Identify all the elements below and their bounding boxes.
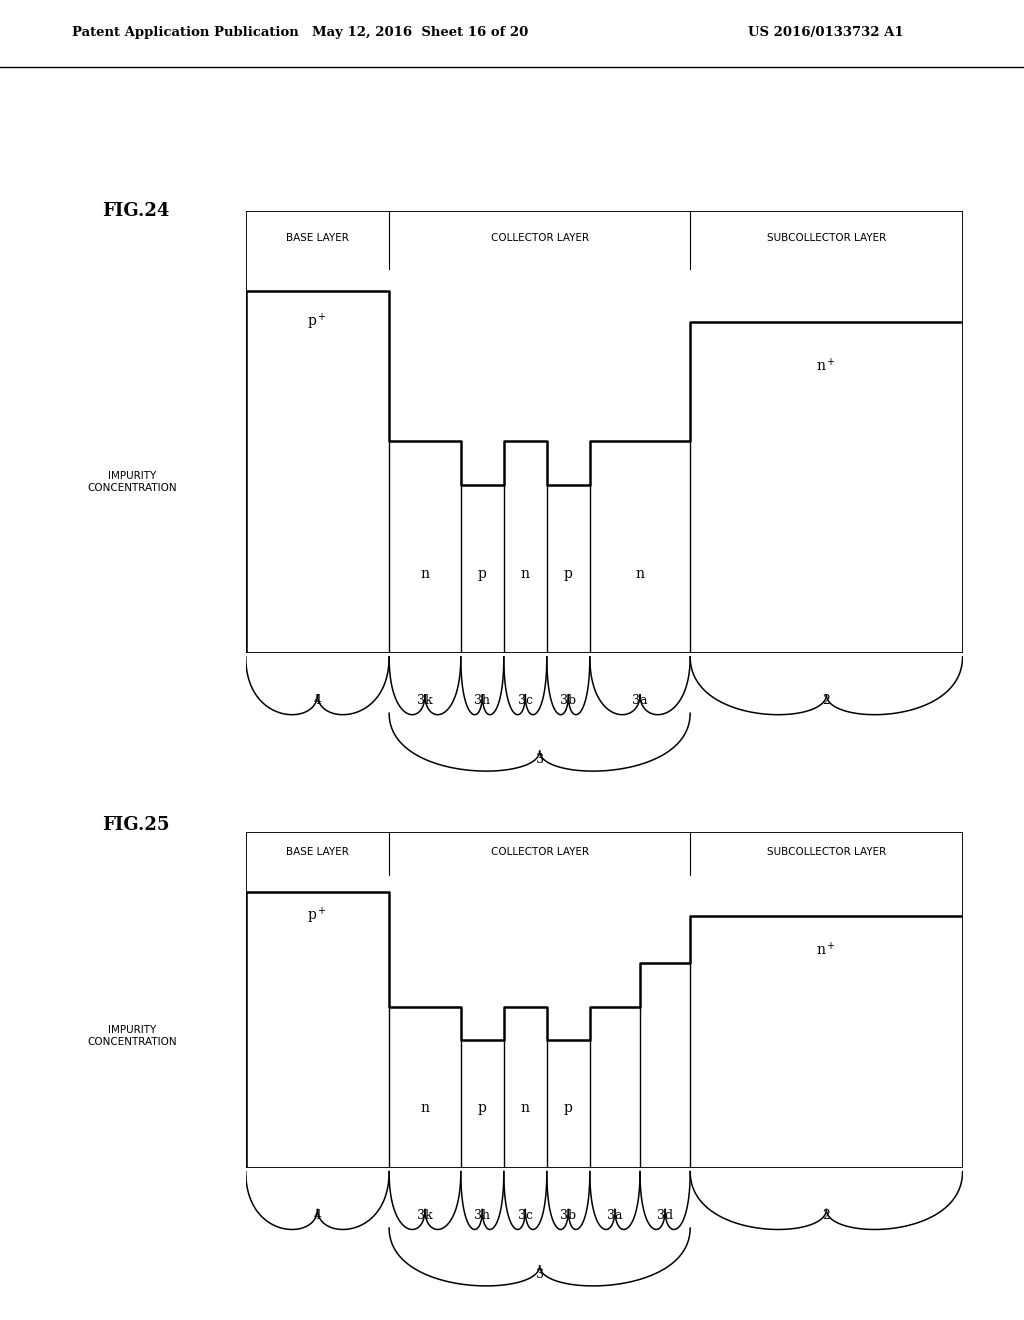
Text: p$^+$: p$^+$ bbox=[307, 906, 328, 925]
Text: 3b: 3b bbox=[560, 1209, 577, 1222]
Text: n: n bbox=[421, 566, 429, 581]
Text: BASE LAYER: BASE LAYER bbox=[286, 232, 349, 243]
Text: Patent Application Publication: Patent Application Publication bbox=[72, 26, 298, 40]
Text: n$^+$: n$^+$ bbox=[816, 941, 837, 958]
Text: p: p bbox=[564, 566, 572, 581]
Text: FIG.24: FIG.24 bbox=[102, 202, 170, 220]
Text: 3a: 3a bbox=[607, 1209, 623, 1222]
Text: COLLECTOR LAYER: COLLECTOR LAYER bbox=[490, 232, 589, 243]
Text: 3: 3 bbox=[536, 1269, 544, 1282]
Text: May 12, 2016  Sheet 16 of 20: May 12, 2016 Sheet 16 of 20 bbox=[311, 26, 528, 40]
Text: 3h: 3h bbox=[474, 1209, 490, 1222]
Text: IMPURITY
CONCENTRATION: IMPURITY CONCENTRATION bbox=[87, 471, 177, 492]
Text: n: n bbox=[421, 1101, 429, 1114]
Text: n: n bbox=[521, 566, 529, 581]
Text: FIG.25: FIG.25 bbox=[102, 816, 170, 834]
Text: BASE LAYER: BASE LAYER bbox=[286, 847, 349, 857]
Text: IMPURITY
CONCENTRATION: IMPURITY CONCENTRATION bbox=[87, 1026, 177, 1047]
Text: 3h: 3h bbox=[474, 694, 490, 708]
Text: 3d: 3d bbox=[657, 1209, 673, 1222]
Text: 4: 4 bbox=[313, 1209, 322, 1222]
Text: 3c: 3c bbox=[518, 1209, 532, 1222]
Text: 3k: 3k bbox=[417, 694, 433, 708]
Text: n$^+$: n$^+$ bbox=[816, 358, 837, 375]
Text: 3: 3 bbox=[536, 754, 544, 767]
Text: n: n bbox=[636, 566, 644, 581]
Text: p: p bbox=[478, 1101, 486, 1114]
Text: 3c: 3c bbox=[518, 694, 532, 708]
Text: SUBCOLLECTOR LAYER: SUBCOLLECTOR LAYER bbox=[767, 847, 886, 857]
Text: n: n bbox=[521, 1101, 529, 1114]
Text: 4: 4 bbox=[313, 694, 322, 708]
Text: p: p bbox=[478, 566, 486, 581]
Text: 3b: 3b bbox=[560, 694, 577, 708]
Text: p: p bbox=[564, 1101, 572, 1114]
Text: 3a: 3a bbox=[632, 694, 648, 708]
Text: SUBCOLLECTOR LAYER: SUBCOLLECTOR LAYER bbox=[767, 232, 886, 243]
Text: US 2016/0133732 A1: US 2016/0133732 A1 bbox=[748, 26, 903, 40]
Text: 2: 2 bbox=[822, 1209, 830, 1222]
Text: 3k: 3k bbox=[417, 1209, 433, 1222]
Text: COLLECTOR LAYER: COLLECTOR LAYER bbox=[490, 847, 589, 857]
Text: 2: 2 bbox=[822, 694, 830, 708]
Text: p$^+$: p$^+$ bbox=[307, 312, 328, 331]
